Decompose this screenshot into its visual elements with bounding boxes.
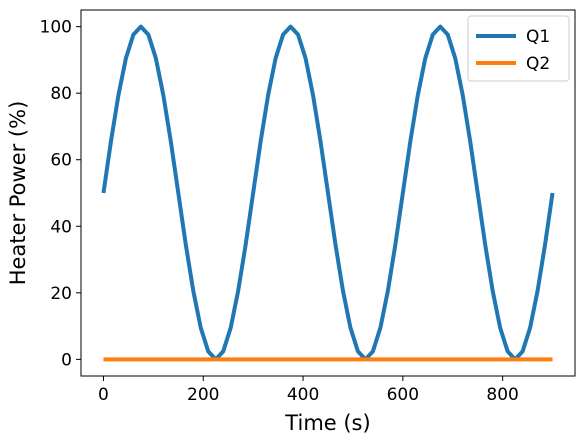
y-axis-label: Heater Power (%) <box>6 101 30 286</box>
x-tick-label: 600 <box>387 385 419 405</box>
y-tick-label: 100 <box>40 18 72 38</box>
series-line-q1 <box>101 24 555 362</box>
x-axis-ticks: 0 200 400 600 800 <box>98 376 519 405</box>
y-tick-label: 60 <box>50 151 72 171</box>
y-tick-label: 20 <box>50 284 72 304</box>
y-tick-label: 40 <box>50 217 72 237</box>
y-axis-ticks: 0 20 40 60 80 100 <box>40 18 81 370</box>
legend-box <box>467 15 570 82</box>
x-tick-label: 0 <box>98 385 109 405</box>
y-tick-label: 80 <box>50 84 72 104</box>
legend-label-q2: Q2 <box>526 54 550 74</box>
x-tick-label: 400 <box>287 385 319 405</box>
axes-frame <box>80 9 576 377</box>
legend-label-q1: Q1 <box>526 27 550 47</box>
x-axis-label: Time (s) <box>284 411 370 435</box>
x-tick-label: 200 <box>187 385 219 405</box>
series-layer <box>101 24 555 362</box>
x-tick-label: 800 <box>486 385 518 405</box>
y-tick-label: 0 <box>61 350 72 370</box>
